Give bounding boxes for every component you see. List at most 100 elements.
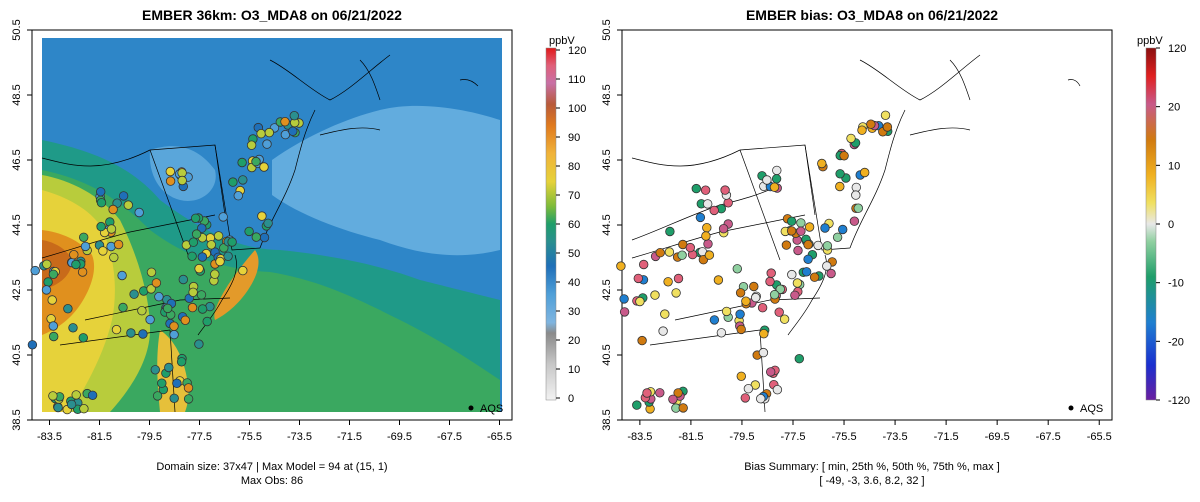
right-x-tick-label: -77.5 [780,431,805,443]
right-colorbar-tick-label: 20 [1168,102,1180,114]
left-obs-point [109,252,119,263]
left-obs-point [169,321,179,331]
right-obs-point [635,296,645,307]
left-obs-point [78,232,89,243]
left-obs-point [194,339,204,349]
right-obs-point [702,222,712,233]
left-obs-point [218,212,228,222]
right-colorbar-tick-label: 120 [1168,43,1186,55]
right-obs-point [716,328,727,338]
left-obs-point [87,390,98,401]
right-obs-point [779,314,790,324]
right-obs-point [632,400,642,410]
left-legend-dot [468,405,474,411]
left-obs-point [238,265,248,276]
right-obs-point [803,254,813,264]
left-obs-point [118,191,129,201]
left-obs-point [238,175,248,185]
left-x-tick-label: -81.5 [87,431,112,443]
left-obs-point [244,226,254,237]
left-y-tick-label: 38.5 [11,409,23,430]
left-legend-label: AQS [480,403,503,415]
right-obs-point [759,329,769,339]
right-obs-point [655,388,665,398]
right-obs-point [801,267,812,277]
right-obs-point [740,393,751,403]
left-obs-point [289,110,300,121]
right-obs-point [691,183,702,194]
right-x-tick-label: -69.5 [985,431,1010,443]
left-obs-point [169,329,179,340]
right-obs-point [835,169,845,179]
right-obs-point [813,240,823,251]
left-colorbar-tick-label: 100 [568,103,586,115]
right-obs-point [677,250,687,260]
right-obs-point [772,385,783,395]
right-y-tick-label: 50.5 [601,19,613,40]
right-obs-point [673,388,683,398]
left-obs-point [137,306,147,316]
left-obs-point [223,251,233,261]
left-obs-point [264,127,275,138]
left-obs-point [187,302,198,313]
right-obs-point [701,231,711,241]
right-obs-point [660,309,670,319]
right-obs-point [817,158,827,169]
left-obs-point [215,256,225,267]
right-obs-point [685,242,696,253]
left-x-tick-label: -73.5 [287,431,312,443]
right-obs-point [751,292,761,303]
right-obs-point [857,125,867,135]
right-x-tick-label: -83.5 [627,431,652,443]
left-obs-point [202,316,212,327]
left-colorbar-tick-label: 50 [568,248,580,260]
left-obs-point [228,177,238,187]
right-colorbar-tick-label: 0 [1168,219,1174,231]
left-obs-point [210,269,220,279]
left-title: EMBER 36km: O3_MDA8 on 06/21/2022 [142,7,402,23]
right-obs-point [774,307,784,317]
left-obs-point [237,157,247,168]
right-colorbar-tick-label: 10 [1168,160,1180,172]
left-obs-point [96,197,107,208]
right-obs-point [732,264,743,274]
right-obs-point [639,259,649,270]
right-obs-point [718,223,729,234]
left-obs-point [118,302,128,313]
right-x-tick-label: -67.5 [1036,431,1061,443]
right-x-tick-label: -71.5 [934,431,959,443]
left-obs-point [27,340,38,350]
right-obs-point [700,185,711,195]
right-obs-point [835,181,845,192]
right-y-tick-label: 38.5 [601,409,613,430]
left-obs-point [263,218,273,229]
left-obs-point [95,187,106,197]
left-x-tick-label: -67.5 [437,431,462,443]
left-obs-point [206,240,217,250]
left-obs-point [126,328,136,338]
right-obs-point [851,190,861,200]
right-obs-point [756,394,766,404]
right-obs-point [709,205,719,216]
left-obs-point [178,274,189,285]
right-obs-point [619,307,630,317]
right-obs-point [787,216,797,227]
right-plot-frame [621,29,1113,421]
left-obs-point [191,229,202,239]
right-obs-point [775,284,786,295]
right-obs-point [781,240,792,250]
right-y-tick-label: 44.5 [601,214,613,235]
left-obs-point [150,365,161,375]
right-y-tick-label: 48.5 [601,84,613,105]
left-x-tick-label: -65.5 [487,431,512,443]
right-obs-point [736,324,746,335]
left-obs-point [138,329,148,339]
right-colorbar-tick-label: -20 [1168,336,1184,348]
left-obs-point [53,402,63,413]
right-obs-point [766,268,776,278]
right-obs-point [838,224,848,235]
right-obs-point [851,182,862,193]
right-title: EMBER bias: O3_MDA8 on 06/21/2022 [746,7,998,23]
right-obs-point [664,247,675,257]
